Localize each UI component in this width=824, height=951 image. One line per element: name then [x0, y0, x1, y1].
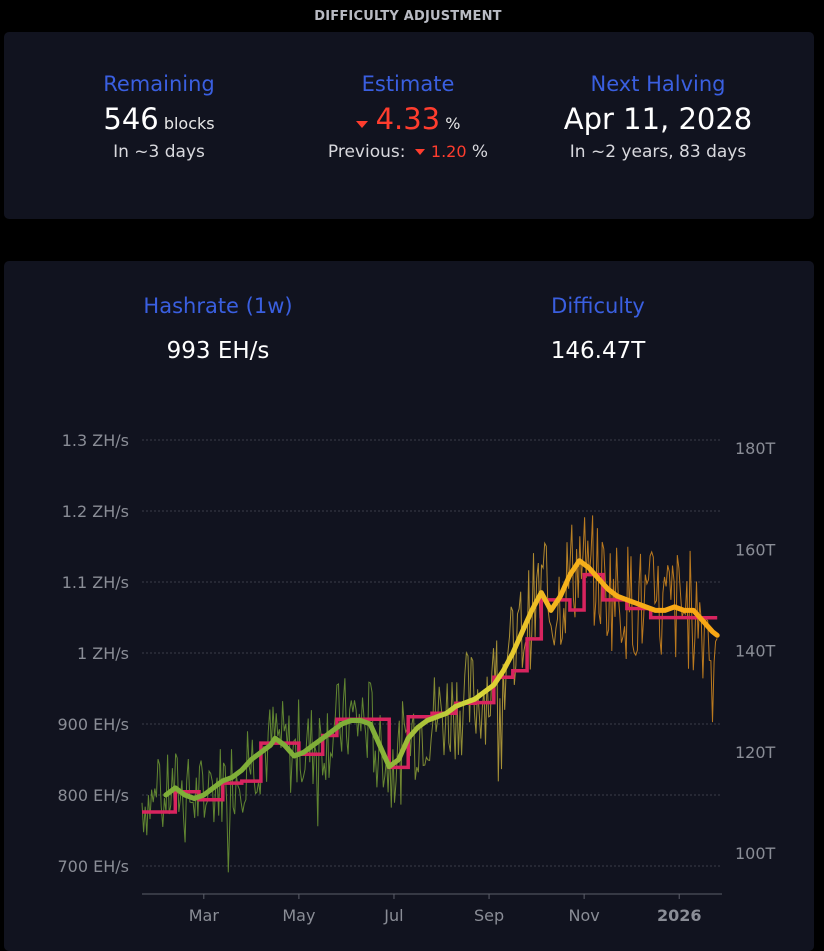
hashrate-stat: Hashrate (1w) 993 EH/s [98, 294, 338, 364]
hashrate-daily-line [141, 515, 718, 873]
difficulty-step-line [142, 572, 718, 814]
previous-label: Previous: [327, 142, 406, 162]
estimate-label: Estimate [361, 72, 455, 96]
hashrate-label: Hashrate (1w) [143, 294, 293, 318]
remaining-subtext: In ~3 days [113, 142, 205, 162]
x-tick-label: Jul [383, 906, 403, 925]
halving-label: Next Halving [590, 72, 726, 96]
remaining-unit: blocks [163, 114, 215, 133]
y-left-tick-label: 700 EH/s [58, 857, 130, 876]
y-right-tick-label: 160T [735, 540, 776, 559]
y-right-tick-label: 100T [735, 844, 776, 863]
y-left-tick-label: 1 ZH/s [77, 644, 129, 663]
x-tick-label: Sep [474, 906, 504, 925]
down-arrow-small-icon [414, 149, 425, 155]
halving-column: Next Halving Apr 11, 2028 In ~2 years, 8… [542, 72, 774, 162]
x-tick-label: May [282, 906, 315, 925]
y-left-tick-label: 900 EH/s [58, 715, 130, 734]
y-left-tick-label: 800 EH/s [58, 786, 130, 805]
y-left-tick-label: 1.3 ZH/s [62, 431, 129, 450]
previous-estimate: Previous: 1.20 % [298, 142, 518, 162]
halving-subtext: In ~2 years, 83 days [569, 142, 747, 162]
y-right-tick-label: 180T [735, 439, 776, 458]
previous-unit: % [471, 142, 489, 162]
difficulty-adjustment-card: Remaining 546 blocks In ~3 days Estimate… [4, 32, 814, 219]
y-right-tick-label: 120T [735, 743, 776, 762]
y-left-tick-label: 1.2 ZH/s [62, 502, 129, 521]
estimate-column: Estimate 4.33 % Previous: 1.20 % [298, 72, 518, 162]
difficulty-stat: Difficulty 146.47T [478, 294, 718, 364]
x-tick-label: 2026 [657, 906, 702, 925]
y-right-tick-label: 140T [735, 642, 776, 661]
x-tick-label: Mar [189, 906, 220, 925]
y-left-tick-label: 1.1 ZH/s [62, 573, 129, 592]
difficulty-label: Difficulty [551, 294, 645, 318]
remaining-label: Remaining [103, 72, 215, 96]
x-tick-label: Nov [569, 906, 600, 925]
difficulty-value: 146.47T [550, 338, 646, 364]
halving-date: Apr 11, 2028 [563, 102, 753, 136]
estimate-unit: % [445, 114, 461, 133]
remaining-column: Remaining 546 blocks In ~3 days [59, 72, 259, 162]
section-title: DIFFICULTY ADJUSTMENT [314, 9, 502, 24]
hashrate-smoothed-line [163, 558, 720, 801]
hashrate-value: 993 EH/s [166, 338, 270, 364]
previous-value: 1.20 [430, 142, 467, 161]
estimate-value: 4.33 [375, 102, 441, 136]
down-arrow-icon [355, 121, 368, 128]
remaining-value: 546 [103, 102, 159, 136]
